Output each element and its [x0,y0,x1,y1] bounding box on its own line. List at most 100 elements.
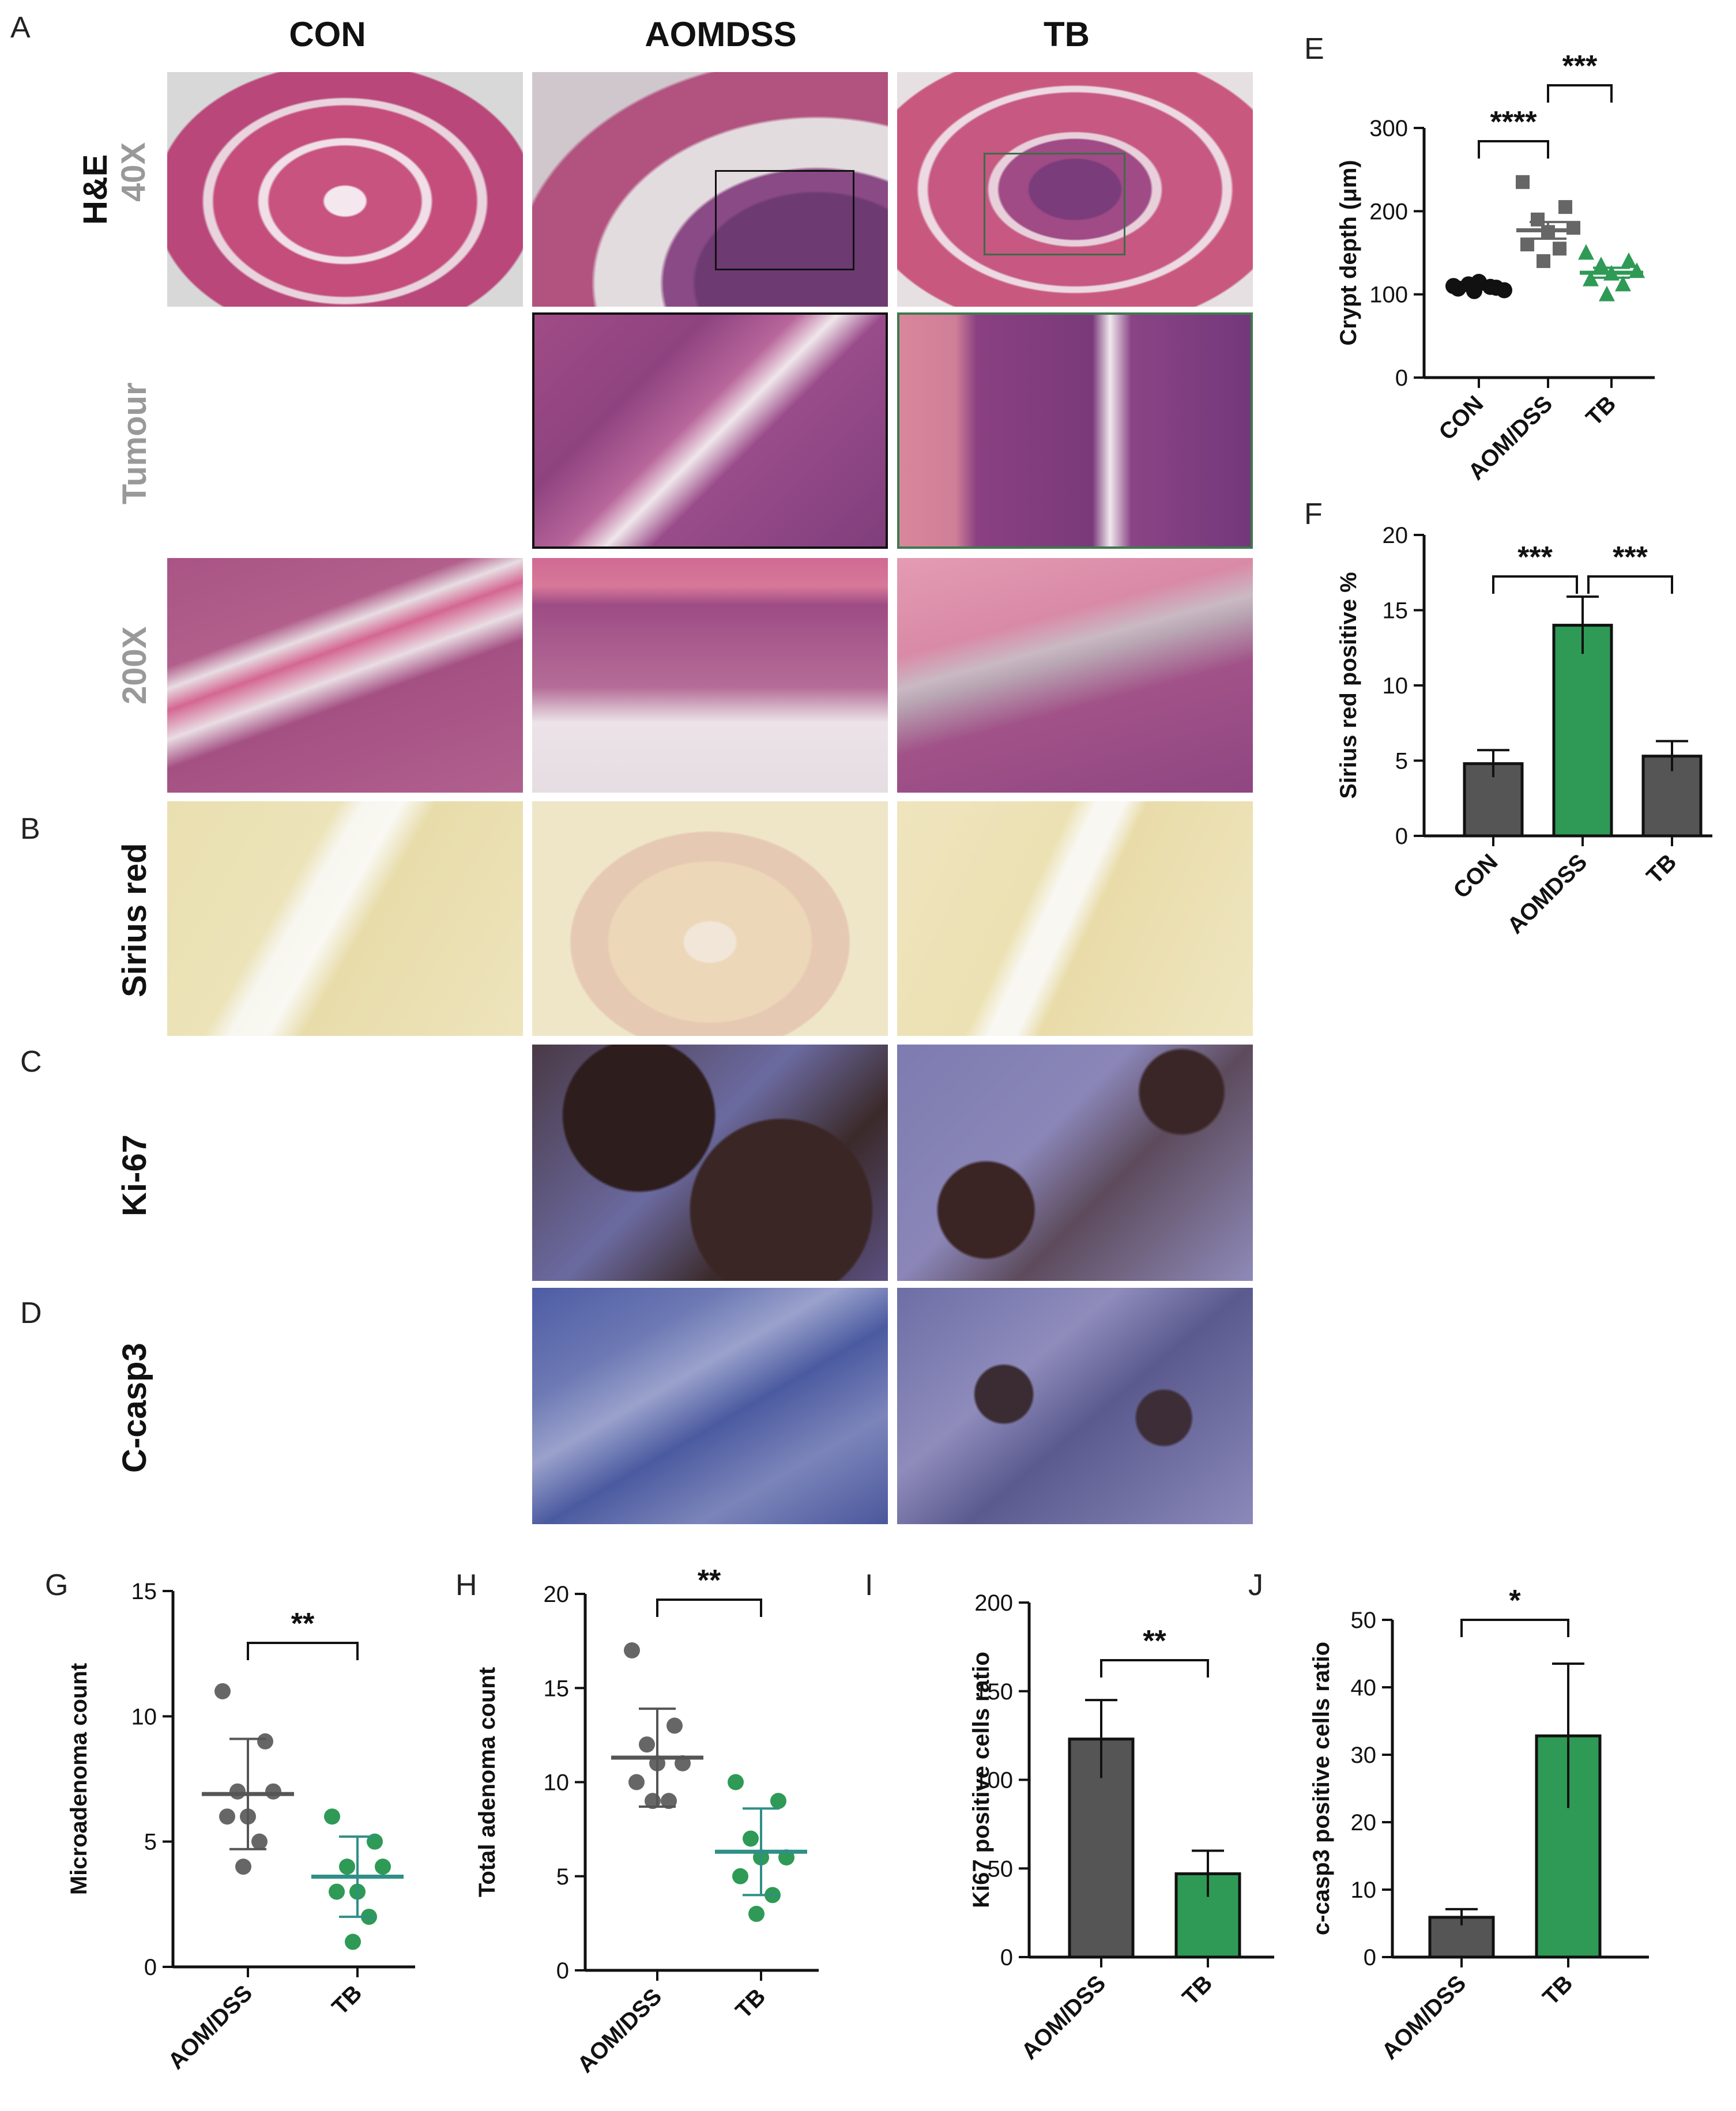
y-axis-title-j: c-casp3 positive cells ratio [1309,1642,1334,1935]
y-tick-label-g: 15 [131,1579,157,1604]
data-point-g [257,1733,273,1750]
micrograph-he-200x-tb [897,558,1253,793]
y-tick-label-g: 10 [131,1704,157,1729]
micrograph-sirius-red-con [167,801,523,1036]
significance-label-i: ** [1143,1624,1166,1658]
micrograph-tumour-tb [897,312,1253,549]
y-axis-title-f: Sirius red positive % [1336,572,1361,798]
significance-label-e: *** [1562,50,1598,83]
x-category-label-j: AOM/DSS [1377,1970,1471,2064]
y-tick-label-f: 5 [1395,749,1408,774]
micrograph-he-40x-con [167,72,523,307]
y-tick-label-i: 50 [988,1856,1014,1882]
significance-bracket-f [1587,575,1673,594]
y-tick-label-j: 50 [1351,1608,1377,1633]
x-category-label-h: AOM/DSS [573,1984,666,2078]
data-point-e [1566,221,1580,235]
panel-letter-g: G [45,1569,69,1602]
panel-letter-h: H [455,1569,477,1602]
data-point-e [1496,282,1512,299]
data-point-h [770,1793,786,1810]
data-point-g [214,1683,231,1699]
data-point-h [743,1830,759,1847]
micrograph-he-200x-con [167,558,523,793]
y-tick-label-h: 20 [544,1582,570,1607]
micrograph-he-40x-aomdss [532,72,888,307]
y-tick-label-f: 15 [1383,598,1409,624]
significance-label-j: * [1509,1584,1521,1618]
y-tick-label-h: 10 [544,1770,570,1796]
data-point-e [1615,276,1631,292]
data-point-g [324,1808,340,1825]
micrograph-ki67-tb [897,1045,1253,1281]
y-tick-label-f: 0 [1395,824,1408,849]
data-point-g [329,1883,345,1900]
y-tick-label-i: 100 [974,1768,1013,1793]
x-category-label-f: CON [1448,849,1502,903]
data-point-e [1558,200,1572,214]
y-tick-label-e: 100 [1369,282,1408,308]
significance-bracket-g [247,1642,359,1660]
y-axis-title-i: Ki67 positive cells ratio [969,1652,994,1908]
y-tick-label-h: 15 [544,1676,570,1701]
column-header-aomdss: AOMDSS [645,15,797,54]
significance-label-f: *** [1517,541,1553,574]
y-tick-label-f: 10 [1383,673,1409,699]
significance-bracket-j [1460,1619,1569,1637]
y-tick-label-j: 40 [1351,1675,1377,1701]
data-point-e [1593,257,1609,273]
data-point-h [628,1774,645,1790]
data-point-e [1599,285,1615,301]
y-tick-label-e: 0 [1395,365,1408,391]
micrograph-ki67-aomdss [532,1045,888,1281]
data-point-g [375,1859,391,1875]
inset-box-aomdss [715,170,854,270]
panel-letter-a: A [10,11,31,44]
data-point-h [748,1906,765,1922]
significance-bracket-e [1478,140,1549,159]
data-point-g [265,1783,281,1800]
panel-letter-j: J [1248,1569,1263,1602]
y-tick-label-i: 150 [974,1679,1013,1705]
data-point-e [1621,252,1637,268]
significance-label-e: **** [1490,105,1538,139]
panel-letter-f: F [1304,497,1323,531]
inset-box-tb [984,153,1125,255]
y-tick-label-e: 300 [1369,116,1408,141]
y-tick-label-j: 30 [1351,1743,1377,1768]
micrograph-he-200x-aomdss [532,558,888,793]
micrograph-sirius-red-aomdss [532,801,888,1036]
data-point-e [1553,242,1566,256]
y-tick-label-j: 0 [1364,1945,1376,1970]
micrograph-sirius-red-tb [897,801,1253,1036]
y-tick-label-g: 0 [144,1955,157,1980]
significance-bracket-f [1492,575,1578,594]
data-point-e [1516,175,1530,189]
y-axis-title-h: Total adenoma count [475,1667,500,1897]
data-point-h [728,1774,744,1790]
bar-f [1552,624,1613,838]
data-point-g [235,1859,251,1875]
y-tick-label-j: 20 [1351,1810,1377,1835]
significance-bracket-h [656,1599,762,1617]
data-point-e [1537,254,1550,268]
data-point-g [251,1833,268,1850]
y-axis-title-e: Crypt depth (μm) [1336,160,1361,345]
y-tick-label-g: 5 [144,1830,157,1855]
y-tick-label-h: 5 [556,1864,569,1890]
micrograph-ccasp3-tb [897,1288,1253,1524]
y-tick-label-h: 0 [556,1958,569,1984]
column-header-con: CON [289,15,366,54]
x-category-label-g: AOM/DSS [163,1980,257,2074]
x-category-label-i: TB [1178,1970,1218,2010]
data-point-e [1520,238,1534,252]
significance-label-g: ** [291,1607,315,1641]
data-point-h [666,1717,683,1734]
x-category-label-e: TB [1581,391,1621,431]
significance-bracket-i [1100,1659,1209,1678]
x-category-label-f: TB [1642,849,1682,889]
y-tick-label-i: 200 [974,1590,1013,1616]
data-point-h [661,1793,677,1810]
y-tick-label-i: 0 [1000,1945,1013,1970]
